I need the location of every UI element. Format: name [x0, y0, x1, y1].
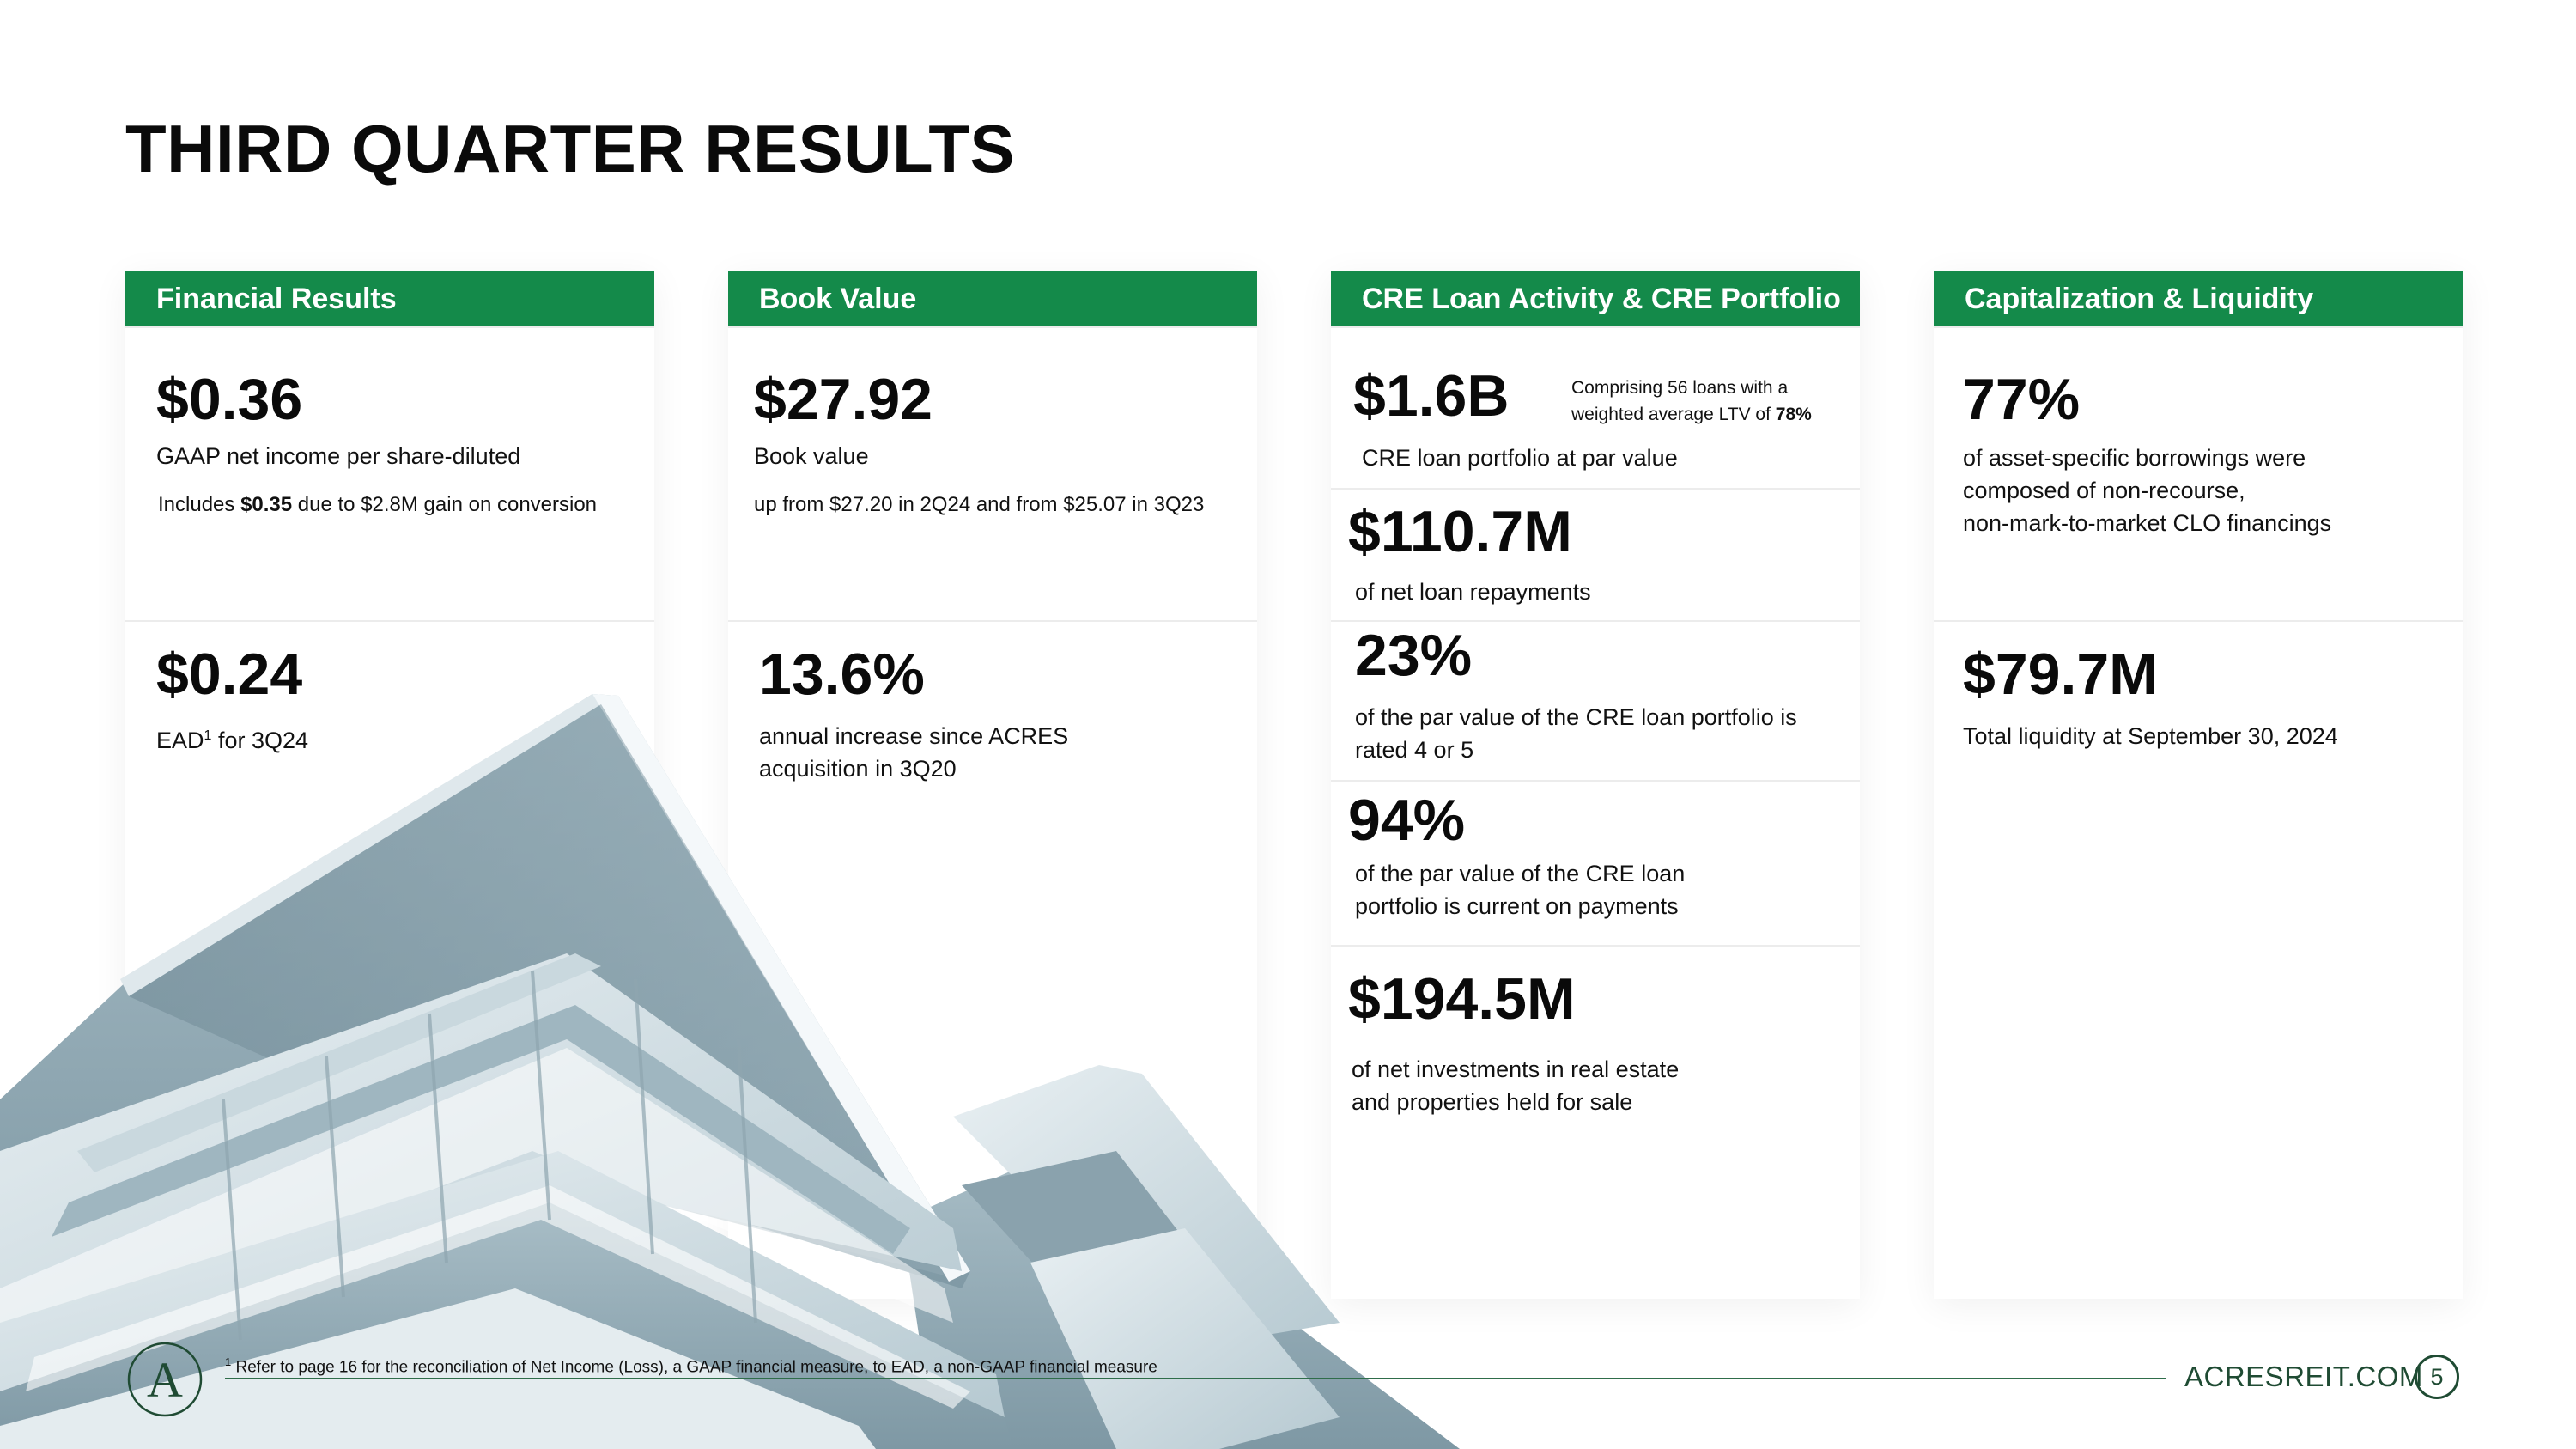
footnote: 1 Refer to page 16 for the reconciliatio… [225, 1355, 1157, 1377]
annual-increase-label-line1: annual increase since ACRES [759, 723, 1069, 749]
net-investments-section: $194.5M of net investments in real estat… [1331, 945, 1860, 1300]
cre-portfolio-label: CRE loan portfolio at par value [1362, 445, 1678, 471]
net-investments-label-line1: of net investments in real estate [1352, 1056, 1680, 1082]
liquidity-value: $79.7M [1963, 642, 2158, 707]
annual-increase-label-line2: acquisition in 3Q20 [759, 756, 957, 782]
cre-portfolio-value: $1.6B [1353, 363, 1510, 429]
liquidity-label: Total liquidity at September 30, 2024 [1963, 723, 2338, 749]
net-repayments-section: $110.7M of net loan repayments [1331, 488, 1860, 622]
gaap-income-value: $0.36 [156, 367, 303, 432]
current-label-line2: portfolio is current on payments [1355, 893, 1679, 919]
cre-portfolio-side-line2: weighted average LTV of 78% [1571, 405, 1812, 424]
cre-portfolio-side-line1: Comprising 56 loans with a [1571, 378, 1789, 398]
net-investments-label-line2: and properties held for sale [1352, 1089, 1633, 1115]
website-link[interactable]: ACRESREIT.COM [2184, 1361, 2423, 1392]
book-value-section: $27.92 Book value up from $27.20 in 2Q24… [728, 326, 1257, 622]
current-value: 94% [1348, 788, 1466, 853]
annual-increase-section: 13.6% annual increase since ACRES acquis… [728, 620, 1257, 1300]
current-label-line1: of the par value of the CRE loan [1355, 861, 1686, 886]
rated-section: 23% of the par value of the CRE loan por… [1331, 620, 1860, 782]
borrowings-label-line1: of asset-specific borrowings were [1963, 445, 2306, 471]
building-image [0, 694, 1460, 1449]
gaap-income-label: GAAP net income per share-diluted [156, 443, 521, 469]
book-value-header: Book Value [728, 271, 1257, 326]
borrowings-label-line2: composed of non-recourse, [1963, 478, 2245, 503]
net-repayments-value: $110.7M [1348, 499, 1572, 564]
cre-portfolio-section: $1.6B Comprising 56 loans with a weighte… [1331, 326, 1860, 490]
borrowings-value: 77% [1963, 367, 2081, 432]
annual-increase-value: 13.6% [759, 642, 925, 707]
borrowings-section: 77% of asset-specific borrowings were co… [1934, 326, 2463, 622]
borrowings-label-line3: non-mark-to-market CLO financings [1963, 510, 2332, 536]
rated-label-line1: of the par value of the CRE loan portfol… [1355, 704, 1797, 730]
cre-loan-header: CRE Loan Activity & CRE Portfolio [1331, 271, 1860, 326]
ead-label: EAD1 for 3Q24 [156, 728, 308, 753]
gaap-income-section: $0.36 GAAP net income per share-diluted … [125, 326, 654, 622]
financial-results-header: Financial Results [125, 271, 654, 326]
net-repayments-label: of net loan repayments [1355, 579, 1591, 605]
rated-label-line2: rated 4 or 5 [1355, 737, 1474, 763]
net-investments-value: $194.5M [1348, 966, 1576, 1032]
ead-value: $0.24 [156, 642, 303, 707]
footer-divider [225, 1378, 2166, 1379]
ead-section: $0.24 EAD1 for 3Q24 [125, 620, 654, 1300]
svg-text:A: A [147, 1352, 183, 1408]
book-value-note: up from $27.20 in 2Q24 and from $25.07 i… [754, 493, 1205, 516]
page-number: 5 [2415, 1355, 2459, 1399]
gaap-income-note: Includes $0.35 due to $2.8M gain on conv… [158, 493, 598, 516]
cre-loan-card: CRE Loan Activity & CRE Portfolio $1.6B … [1331, 271, 1860, 1299]
acres-logo: A [127, 1342, 203, 1417]
capitalization-card: Capitalization & Liquidity 77% of asset-… [1934, 271, 2463, 1299]
current-section: 94% of the par value of the CRE loan por… [1331, 780, 1860, 947]
book-value-label: Book value [754, 443, 869, 469]
rated-value: 23% [1355, 623, 1473, 688]
page-title: THIRD QUARTER RESULTS [125, 111, 1016, 186]
liquidity-section: $79.7M Total liquidity at September 30, … [1934, 620, 2463, 1300]
capitalization-header: Capitalization & Liquidity [1934, 271, 2463, 326]
book-value-value: $27.92 [754, 367, 933, 432]
